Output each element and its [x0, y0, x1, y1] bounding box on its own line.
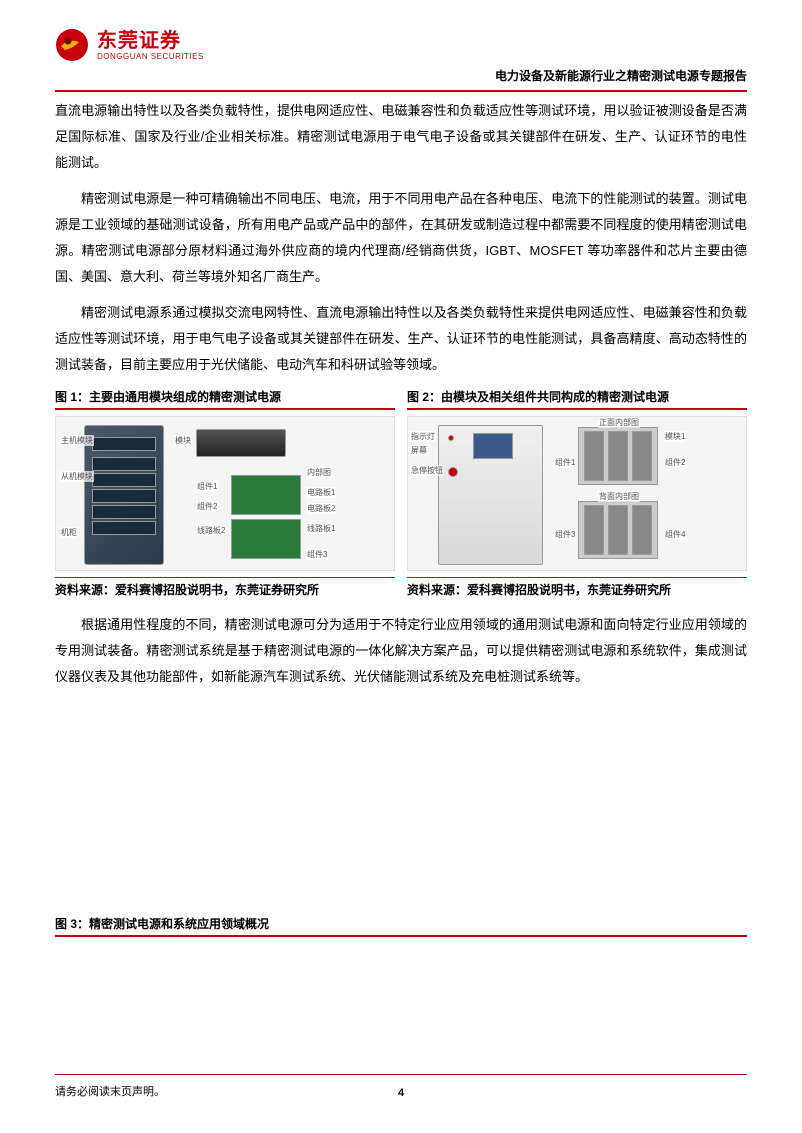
fig2-label-screen: 屏幕 — [410, 445, 428, 456]
fig1-label-b1: 电路板1 — [306, 487, 336, 498]
figure-2: 图 2：由模块及相关组件共同构成的精密测试电源 指示灯 屏幕 急停按钮 正面内部… — [407, 388, 747, 598]
logo-block: 东莞证券 DONGGUAN SECURITIES — [55, 28, 747, 62]
fig2-label-c3: 组件3 — [554, 529, 576, 540]
logo-icon — [55, 28, 89, 62]
fig1-label-b2: 电路板2 — [306, 503, 336, 514]
figure-1-image: 主机模块 从机模块 机柜 模块 内部图 组件1 电路板1 组件2 电路板2 线路… — [55, 416, 395, 571]
fig2-label-m1: 模块1 — [664, 431, 686, 442]
fig2-label-c1: 组件1 — [554, 457, 576, 468]
fig1-label-inner: 内部图 — [306, 467, 332, 478]
figure-3-caption: 图 3：精密测试电源和系统应用领域概况 — [55, 915, 747, 935]
fig1-label-module: 模块 — [174, 435, 192, 446]
page-footer: 请务必阅读末页声明。 4 . — [55, 1074, 747, 1100]
fig2-label-led: 指示灯 — [410, 431, 436, 442]
footer-rule — [55, 1074, 747, 1076]
page-number: 4 — [398, 1087, 404, 1099]
fig1-label-c3: 组件3 — [306, 549, 328, 560]
caption-rule — [55, 935, 747, 937]
fig2-label-front: 正面内部图 — [598, 417, 640, 428]
fig2-label-estop: 急停按钮 — [410, 465, 444, 476]
content-area: 直流电源输出特性以及各类负载特性，提供电网适应性、电磁兼容性和负载适应性等测试环… — [0, 92, 802, 937]
page-header: 东莞证券 DONGGUAN SECURITIES 电力设备及新能源行业之精密测试… — [0, 0, 802, 88]
fig2-label-c4: 组件4 — [664, 529, 686, 540]
caption-rule — [55, 408, 395, 410]
logo-text: 东莞证券 DONGGUAN SECURITIES — [97, 30, 204, 61]
logo-cn: 东莞证券 — [97, 30, 204, 52]
figure-2-caption: 图 2：由模块及相关组件共同构成的精密测试电源 — [407, 388, 747, 408]
footer-note: 请务必阅读末页声明。 — [55, 1083, 165, 1099]
fig1-label-c2: 组件2 — [196, 501, 218, 512]
report-title: 电力设备及新能源行业之精密测试电源专题报告 — [495, 67, 747, 84]
figure-row: 图 1：主要由通用模块组成的精密测试电源 主机模块 从机模块 机柜 模块 — [55, 388, 747, 598]
source-rule — [55, 577, 395, 579]
figure-1-caption: 图 1：主要由通用模块组成的精密测试电源 — [55, 388, 395, 408]
logo-en: DONGGUAN SECURITIES — [97, 52, 204, 61]
caption-rule — [407, 408, 747, 410]
figure-2-source: 资料来源：爱科赛博招股说明书，东莞证券研究所 — [407, 581, 747, 598]
fig1-label-slave: 从机模块 — [60, 471, 94, 482]
fig2-label-c2: 组件2 — [664, 457, 686, 468]
figure-1-source: 资料来源：爱科赛博招股说明书，东莞证券研究所 — [55, 581, 395, 598]
fig2-label-back: 背面内部图 — [598, 491, 640, 502]
fig1-label-rack: 机柜 — [60, 527, 78, 538]
figure-2-image: 指示灯 屏幕 急停按钮 正面内部图 模块1 组件1 组件2 背面内部图 组件3 — [407, 416, 747, 571]
fig1-label-lb2: 线路板2 — [196, 525, 226, 536]
paragraph-1: 直流电源输出特性以及各类负载特性，提供电网适应性、电磁兼容性和负载适应性等测试环… — [55, 98, 747, 176]
paragraph-4: 根据通用性程度的不同，精密测试电源可分为适用于不特定行业应用领域的通用测试电源和… — [55, 612, 747, 690]
figure-1: 图 1：主要由通用模块组成的精密测试电源 主机模块 从机模块 机柜 模块 — [55, 388, 395, 598]
fig1-label-main: 主机模块 — [60, 435, 94, 446]
fig1-label-lb1: 线路板1 — [306, 523, 336, 534]
paragraph-2: 精密测试电源是一种可精确输出不同电压、电流，用于不同用电产品在各种电压、电流下的… — [55, 186, 747, 290]
figure-3: 图 3：精密测试电源和系统应用领域概况 — [55, 915, 747, 937]
source-rule — [407, 577, 747, 579]
paragraph-3: 精密测试电源系通过模拟交流电网特性、直流电源输出特性以及各类负载特性来提供电网适… — [55, 300, 747, 378]
fig1-label-c1: 组件1 — [196, 481, 218, 492]
